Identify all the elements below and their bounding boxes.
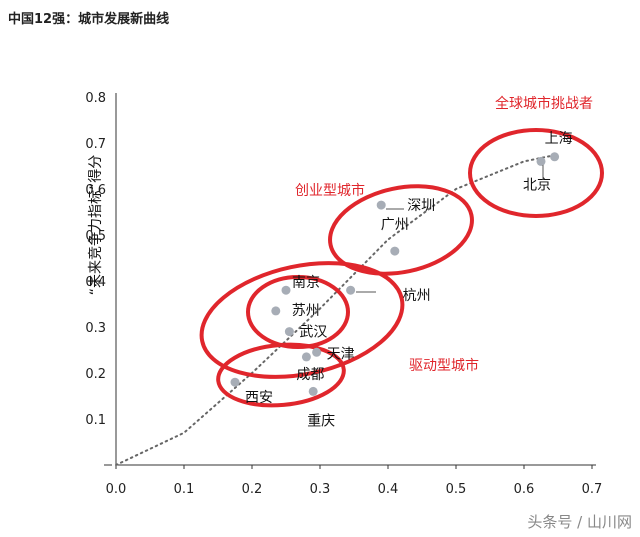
data-points bbox=[230, 152, 560, 396]
data-point bbox=[346, 285, 356, 295]
y-tick-label: 0.1 bbox=[85, 413, 106, 428]
x-tick-label: 0.0 bbox=[106, 482, 127, 497]
group-circle bbox=[468, 128, 604, 218]
data-point bbox=[550, 152, 560, 162]
group-circle bbox=[199, 261, 405, 379]
x-tick-label: 0.1 bbox=[174, 482, 195, 497]
x-tick-label: 0.3 bbox=[310, 482, 331, 497]
point-label: 西安 bbox=[245, 390, 273, 406]
group-label: 全球城市挑战者 bbox=[495, 95, 593, 112]
y-tick-label: 0.8 bbox=[85, 91, 106, 106]
point-label: 南京 bbox=[292, 275, 320, 291]
data-point bbox=[230, 377, 240, 387]
x-tick-label: 0.6 bbox=[514, 482, 535, 497]
y-tick-label: 0.5 bbox=[85, 229, 106, 244]
point-label: 北京 bbox=[523, 177, 551, 193]
data-point bbox=[390, 246, 400, 256]
y-tick-label: 0.4 bbox=[85, 275, 106, 290]
point-label: 广州 bbox=[381, 217, 409, 233]
group-circle bbox=[216, 342, 346, 408]
data-point bbox=[308, 386, 318, 396]
watermark: 头条号 / 山川网 bbox=[527, 513, 632, 531]
axes: 0.0 0.1 0.2 0.3 0.4 0.5 0.6 0.7 0.1 0.2 0.3 0.4 0.5 0… bbox=[85, 91, 602, 497]
y-tick-label: 0.2 bbox=[85, 367, 106, 382]
group-label: 创业型城市 bbox=[295, 182, 365, 199]
group-circle bbox=[328, 184, 474, 276]
y-axis-label: “未来竞争力指标”得分 bbox=[87, 155, 104, 296]
group-circle bbox=[246, 275, 350, 349]
data-point bbox=[284, 327, 294, 337]
x-tick-label: 0.7 bbox=[582, 482, 603, 497]
page-title: 中国12强：城市发展新曲线 bbox=[8, 12, 170, 27]
data-point bbox=[271, 306, 281, 316]
data-point bbox=[312, 347, 322, 357]
y-tick-label: 0.6 bbox=[85, 183, 106, 198]
trend-line bbox=[115, 153, 559, 466]
data-point bbox=[376, 200, 386, 210]
point-label: 杭州 bbox=[403, 288, 431, 304]
y-tick-label: 0.3 bbox=[85, 321, 106, 336]
point-label: 武汉 bbox=[299, 325, 327, 341]
point-label: 深圳 bbox=[407, 198, 435, 214]
point-label: 苏州 bbox=[292, 303, 320, 319]
point-label: 成都 bbox=[296, 367, 324, 383]
x-tick-label: 0.2 bbox=[242, 482, 263, 497]
x-tick-label: 0.5 bbox=[446, 482, 467, 497]
data-point bbox=[536, 156, 546, 166]
x-tick-label: 0.4 bbox=[378, 482, 399, 497]
trend-curve bbox=[115, 153, 559, 466]
group-circles bbox=[199, 128, 604, 408]
group-label: 驱动型城市 bbox=[409, 357, 479, 374]
data-point bbox=[281, 285, 291, 295]
point-label: 重庆 bbox=[307, 413, 335, 429]
data-point bbox=[301, 352, 311, 362]
y-tick-label: 0.7 bbox=[85, 137, 106, 152]
point-label: 天津 bbox=[327, 346, 355, 362]
point-label: 上海 bbox=[545, 131, 573, 147]
